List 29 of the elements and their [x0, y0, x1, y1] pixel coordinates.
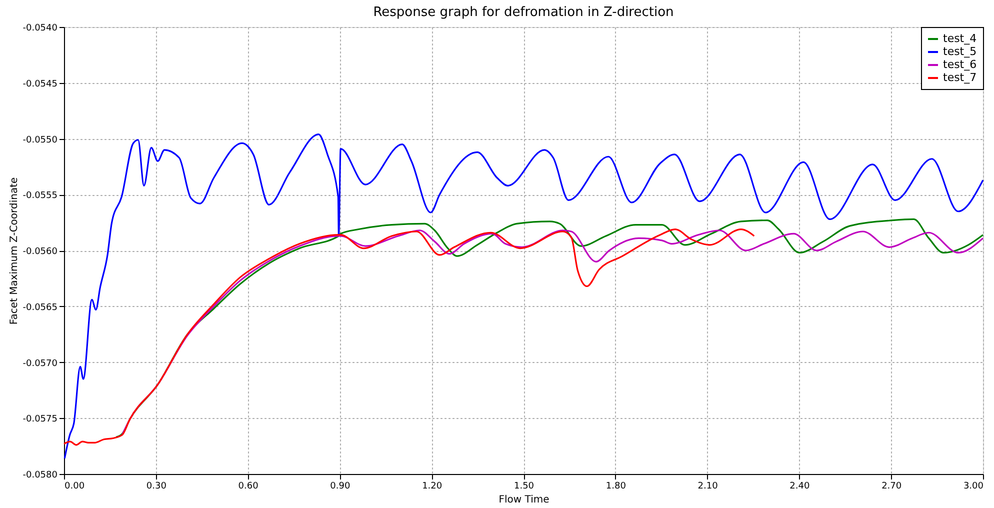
x-tick-label: 2.10 — [698, 482, 718, 492]
line-series — [63, 228, 755, 446]
y-tick-label: -0.0550 — [22, 135, 58, 146]
x-tick-label: 0.00 — [64, 482, 85, 492]
x-axis-title: Flow Time — [498, 494, 550, 506]
y-tick-label: -0.0580 — [22, 470, 58, 480]
x-tick-label: 0.90 — [330, 482, 350, 492]
y-tick-label: -0.0570 — [22, 358, 58, 369]
y-tick-label: -0.0555 — [22, 191, 58, 202]
x-tick-label: 0.60 — [238, 482, 259, 492]
legend-label: test_5 — [943, 45, 977, 58]
x-tick-label: 3.00 — [963, 482, 984, 492]
x-tick-label: 0.30 — [146, 482, 167, 492]
y-tick-label: -0.0540 — [22, 24, 58, 34]
line-series — [64, 133, 984, 460]
y-tick-label: -0.0545 — [22, 79, 58, 90]
y-axis-title: Facet Maximum Z-Coordinate — [8, 177, 20, 325]
chart-title: Response graph for defromation in Z-direction — [373, 5, 674, 20]
y-tick-label: -0.0565 — [22, 302, 58, 313]
x-tick-label: 1.20 — [422, 482, 442, 492]
x-tick-label: 2.70 — [882, 482, 902, 492]
legend-label: test_7 — [943, 71, 977, 84]
y-tick-label: -0.0575 — [22, 414, 58, 425]
x-tick-label: 1.80 — [606, 482, 626, 492]
legend-label: test_6 — [943, 58, 977, 71]
y-tick-label: -0.0560 — [22, 247, 58, 257]
legend-label: test_4 — [943, 32, 977, 45]
x-tick-label: 2.40 — [790, 482, 810, 492]
x-tick-label: 1.50 — [514, 482, 534, 492]
